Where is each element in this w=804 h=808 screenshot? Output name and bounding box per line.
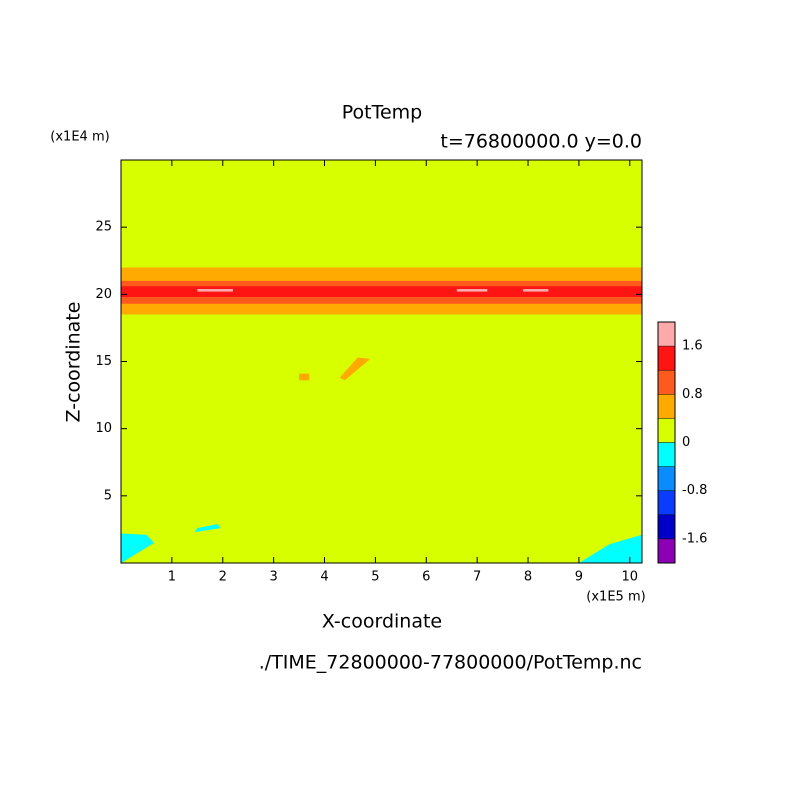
x-tick-label: 2 bbox=[219, 570, 227, 585]
contour-region bbox=[194, 524, 221, 533]
contour-region bbox=[299, 373, 310, 381]
colorbar-label: 1.6 bbox=[682, 339, 703, 354]
y-tick-label: 15 bbox=[95, 354, 112, 369]
y-axis-label: Z-coordinate bbox=[63, 302, 85, 423]
x-tick-label: 10 bbox=[622, 570, 639, 585]
colorbar-swatch bbox=[658, 418, 675, 443]
colorbar-swatch bbox=[658, 514, 675, 539]
colorbar-swatch bbox=[658, 442, 675, 467]
contour-region bbox=[578, 534, 642, 563]
x-axis-label: X-coordinate bbox=[322, 611, 442, 633]
x-tick-label: 3 bbox=[269, 570, 277, 585]
colorbar-label: 0 bbox=[682, 435, 690, 450]
colorbar-swatch bbox=[658, 346, 675, 371]
x-tick-label: 7 bbox=[473, 570, 481, 585]
y-tick-label: 10 bbox=[95, 421, 112, 436]
y-tick-label: 20 bbox=[95, 287, 112, 302]
contour-region bbox=[522, 288, 549, 292]
x-tick-label: 8 bbox=[524, 570, 532, 585]
contour-region bbox=[339, 357, 371, 381]
x-tick-label: 9 bbox=[575, 570, 583, 585]
colorbar-swatch bbox=[658, 466, 675, 491]
colorbar-swatch bbox=[658, 490, 675, 515]
contour-region bbox=[121, 533, 155, 563]
contour-region bbox=[456, 288, 488, 292]
y-tick-label: 25 bbox=[95, 220, 112, 235]
colorbar-swatch bbox=[658, 394, 675, 419]
x-tick-label: 5 bbox=[371, 570, 379, 585]
x-tick-label: 6 bbox=[422, 570, 430, 585]
footer: ./TIME_72800000-77800000/PotTemp.nc bbox=[259, 652, 642, 674]
chart-title: PotTemp bbox=[342, 102, 423, 124]
colorbar-frame bbox=[657, 321, 676, 564]
colorbar-swatch bbox=[658, 538, 675, 563]
contour-region bbox=[197, 288, 233, 292]
x-unit: (x1E5 m) bbox=[586, 590, 645, 605]
x-tick-label: 1 bbox=[168, 570, 176, 585]
chart-subtitle: t=76800000.0 y=0.0 bbox=[440, 131, 642, 153]
field bbox=[121, 160, 642, 563]
contour-region bbox=[121, 160, 642, 563]
x-tick-label: 4 bbox=[320, 570, 328, 585]
colorbar-label: -0.8 bbox=[682, 483, 707, 498]
y-unit: (x1E4 m) bbox=[50, 130, 109, 145]
contour-region bbox=[121, 286, 642, 298]
colorbar-swatch bbox=[658, 322, 675, 347]
colorbar-label: -1.6 bbox=[682, 531, 707, 546]
colorbar-label: 0.8 bbox=[682, 387, 703, 402]
y-tick-label: 5 bbox=[104, 488, 112, 503]
colorbar-swatch bbox=[658, 370, 675, 395]
